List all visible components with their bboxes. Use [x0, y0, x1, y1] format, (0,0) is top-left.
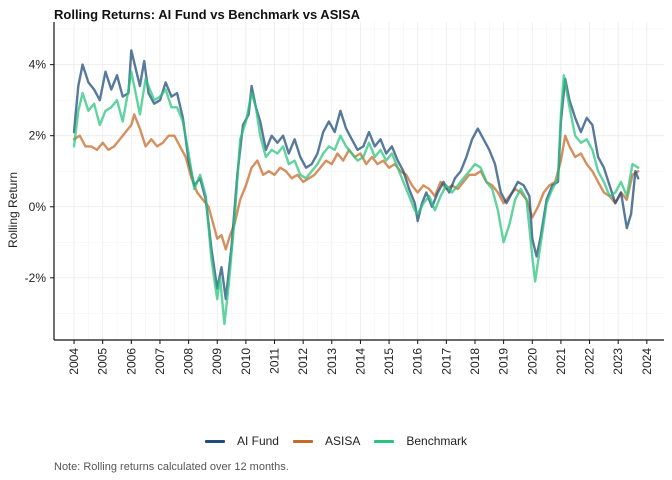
- x-tick-label: 2020: [525, 348, 539, 375]
- legend-label-asisa: ASISA: [324, 434, 361, 448]
- x-tick-label: 2004: [67, 348, 81, 375]
- legend-item-benchmark: Benchmark: [374, 434, 467, 448]
- legend-label-benchmark: Benchmark: [406, 434, 468, 448]
- x-tick-label: 2011: [268, 348, 282, 374]
- legend-swatch-benchmark: [374, 439, 395, 443]
- y-axis-label: Rolling Return: [6, 172, 20, 248]
- x-tick-label: 2016: [411, 348, 425, 375]
- y-tick-label: 4%: [29, 58, 47, 72]
- x-tick-label: 2023: [611, 348, 625, 375]
- x-tick-label: 2005: [96, 348, 110, 375]
- x-tick-label: 2006: [124, 348, 138, 375]
- x-tick-label: 2009: [210, 348, 224, 375]
- y-tick-label: -2%: [25, 271, 47, 285]
- chart-title: Rolling Returns: AI Fund vs Benchmark vs…: [54, 7, 361, 22]
- axes: [50, 22, 664, 344]
- series-line-ai-fund: [72, 49, 640, 301]
- series-line-benchmark: [72, 70, 640, 326]
- footnote: Note: Rolling returns calculated over 12…: [54, 461, 289, 473]
- x-tick-label: 2019: [497, 348, 511, 375]
- y-tick-label: 0%: [29, 200, 47, 214]
- x-tick-label: 2010: [239, 348, 253, 375]
- x-tick-label: 2007: [153, 348, 167, 375]
- legend-item-ai-fund: AI Fund: [204, 434, 279, 448]
- series-lines: [72, 49, 640, 326]
- x-tick-label: 2018: [468, 348, 482, 375]
- series-line-asisa: [72, 113, 640, 251]
- x-tick-label: 2021: [554, 348, 568, 375]
- x-tick-label: 2015: [382, 348, 396, 375]
- legend-swatch-asisa: [292, 439, 313, 443]
- x-tick-label: 2012: [296, 348, 310, 375]
- tick-labels: 2004 2005 2006 2007 2008 2009 2010 2011 2012 2013…: [25, 58, 654, 375]
- x-tick-label: 2024: [640, 348, 654, 375]
- legend-label-ai-fund: AI Fund: [236, 434, 279, 448]
- legend: AI Fund ASISA Benchmark: [0, 434, 672, 448]
- x-tick-label: 2008: [182, 348, 196, 375]
- y-tick-label: 2%: [29, 129, 47, 143]
- x-tick-label: 2022: [583, 348, 597, 375]
- legend-swatch-ai-fund: [204, 439, 225, 443]
- legend-item-asisa: ASISA: [292, 434, 361, 448]
- x-tick-label: 2017: [439, 348, 453, 375]
- x-tick-label: 2014: [353, 348, 367, 375]
- x-tick-label: 2013: [325, 348, 339, 375]
